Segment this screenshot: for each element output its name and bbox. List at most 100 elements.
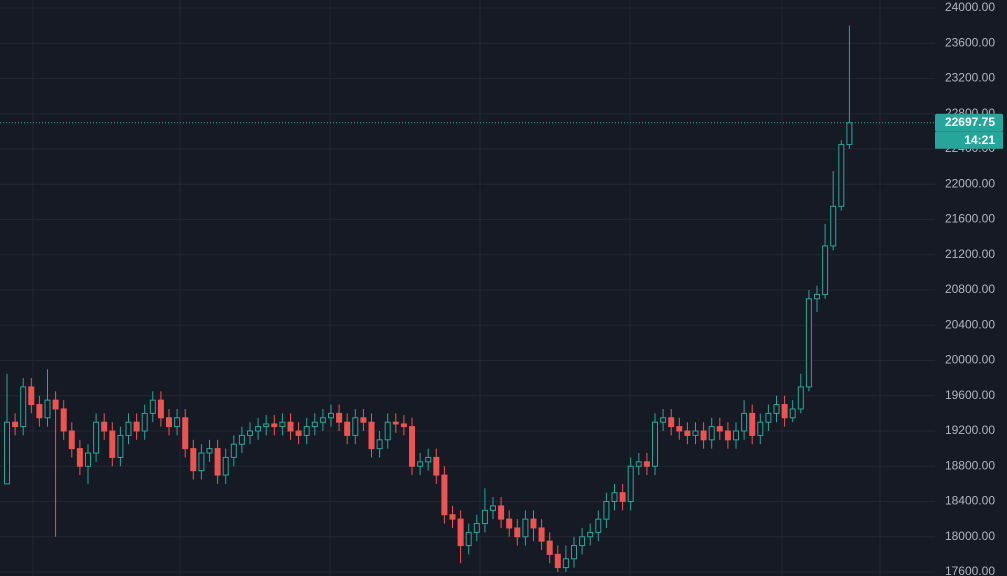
candle-body: [514, 527, 521, 538]
candle-body: [465, 531, 472, 547]
candle-body: [417, 461, 424, 467]
vertical-grid: [32, 0, 881, 576]
candle-body: [733, 430, 739, 441]
candle-body: [700, 430, 707, 441]
candle-body: [352, 417, 359, 436]
candle-body: [319, 417, 326, 423]
candle-body: [441, 474, 448, 516]
last-price-box: [935, 113, 1003, 132]
candle-body: [846, 122, 853, 146]
y-tick-label: 21600.00: [945, 212, 995, 226]
candle-body: [635, 461, 642, 467]
y-tick-label: 23600.00: [945, 35, 995, 49]
candle-body: [214, 448, 221, 476]
candle-body: [141, 412, 148, 432]
candle-body: [449, 514, 456, 520]
candle-body: [4, 421, 10, 485]
candle-body: [643, 461, 650, 467]
candle-body: [757, 421, 764, 436]
candle-body: [28, 386, 35, 406]
candle-body: [60, 408, 67, 432]
candle-body: [668, 417, 675, 428]
candle-body: [571, 545, 577, 560]
candle-body: [109, 430, 116, 458]
candle-body: [198, 452, 205, 472]
y-tick-label: 22000.00: [945, 176, 995, 190]
candle-body: [230, 443, 237, 458]
candle-body: [830, 205, 837, 247]
candle-body: [157, 399, 164, 419]
candle-body: [652, 421, 658, 467]
candle-body: [222, 456, 229, 476]
candle-body: [587, 531, 594, 538]
candle-body: [538, 527, 545, 542]
y-tick-label: 20400.00: [945, 317, 995, 331]
candle-body: [12, 421, 19, 428]
y-tick-label: 20000.00: [945, 353, 995, 367]
candle-body: [76, 448, 83, 467]
candle-body: [805, 298, 812, 388]
candle-body: [400, 423, 407, 428]
candle-body: [724, 430, 731, 441]
candle-body: [603, 501, 610, 520]
candle-body: [749, 412, 756, 436]
candle-body: [595, 518, 602, 533]
y-tick-label: 18000.00: [945, 529, 995, 543]
candle-body: [206, 448, 213, 454]
candle-body: [68, 430, 75, 450]
candle-body: [384, 421, 391, 441]
candle-body: [498, 505, 505, 520]
candle-body: [238, 434, 245, 445]
candle-body: [36, 404, 43, 419]
candle-body: [392, 421, 399, 425]
candle-body: [789, 408, 796, 419]
y-tick-label: 23200.00: [945, 71, 995, 85]
y-tick-label: 21200.00: [945, 247, 995, 261]
candle-body: [797, 386, 804, 410]
candle-body: [627, 465, 634, 502]
candle-body: [457, 518, 464, 547]
candle-body: [149, 399, 156, 414]
candle-body: [247, 430, 253, 436]
candle-body: [117, 434, 124, 458]
candle-body: [490, 505, 496, 511]
y-tick-label: 24000.00: [945, 0, 995, 14]
candle-body: [741, 412, 748, 432]
candle-body: [295, 430, 302, 436]
candle-body: [781, 404, 788, 419]
candle-body: [360, 417, 367, 423]
candle-body: [20, 386, 27, 428]
candle-body: [765, 412, 772, 423]
y-tick-label: 20800.00: [945, 282, 995, 296]
candle-body: [174, 417, 181, 428]
candle-body: [838, 144, 845, 207]
candle-body: [328, 412, 334, 419]
candle-body: [336, 412, 343, 423]
candle-body: [93, 421, 100, 454]
candle-body: [425, 456, 432, 463]
candle-body: [530, 518, 537, 529]
candle-body: [506, 518, 513, 529]
candle-body: [303, 426, 310, 436]
candle-body: [166, 417, 172, 428]
y-tick-label: 19600.00: [945, 388, 995, 402]
candle-body: [263, 423, 270, 428]
candle-body: [182, 417, 189, 450]
candle-body: [376, 439, 383, 450]
candle-body: [546, 540, 553, 555]
candle-body: [52, 399, 59, 410]
candle-body: [271, 423, 278, 428]
candle-body: [311, 421, 318, 428]
candle-body: [409, 426, 415, 467]
candle-body: [708, 426, 715, 441]
candle-body: [133, 421, 140, 432]
candle-body: [368, 421, 375, 450]
candle-body: [287, 421, 294, 432]
candle-body: [554, 553, 561, 569]
candle-body: [822, 245, 829, 295]
candle-body: [255, 426, 262, 432]
countdown-box: [935, 131, 1003, 149]
candle-body: [481, 509, 488, 525]
candle-body: [279, 421, 286, 428]
